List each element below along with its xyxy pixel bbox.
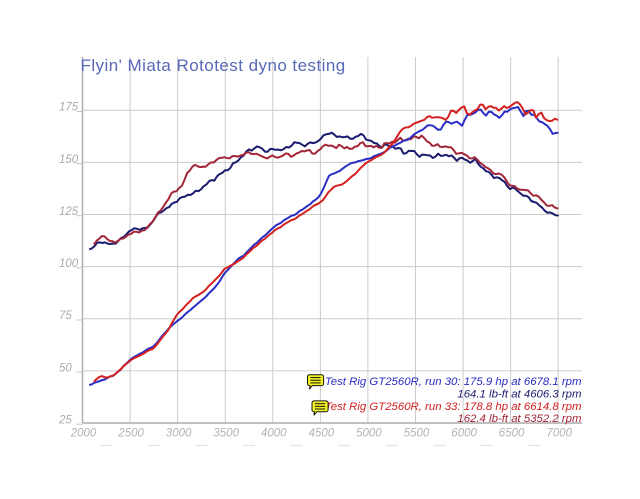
svg-text:164.1 lb-ft at 4606.3 rpm: 164.1 lb-ft at 4606.3 rpm xyxy=(457,389,581,401)
svg-text:6500: 6500 xyxy=(499,428,525,440)
svg-text:6000: 6000 xyxy=(451,428,477,440)
svg-text:3000: 3000 xyxy=(166,428,192,440)
svg-text:Flyin' Miata Rototest dyno tes: Flyin' Miata Rototest dyno testing xyxy=(81,56,346,75)
svg-text:5000: 5000 xyxy=(356,428,382,440)
svg-text:2000: 2000 xyxy=(70,428,97,440)
svg-text:25: 25 xyxy=(58,414,72,426)
svg-text:3500: 3500 xyxy=(213,428,239,440)
svg-text:4000: 4000 xyxy=(261,428,287,440)
svg-text:4500: 4500 xyxy=(309,428,335,440)
svg-text:150: 150 xyxy=(59,154,79,166)
svg-text:2500: 2500 xyxy=(117,428,144,440)
svg-text:75: 75 xyxy=(59,310,72,322)
svg-text:50: 50 xyxy=(59,362,72,374)
svg-text:5500: 5500 xyxy=(404,428,430,440)
svg-text:175: 175 xyxy=(59,102,79,114)
svg-text:7000: 7000 xyxy=(546,428,572,440)
svg-text:Test Rig GT2560R, run 30: 175.: Test Rig GT2560R, run 30: 175.9 hp at 66… xyxy=(325,376,582,388)
svg-text:100: 100 xyxy=(59,258,79,270)
svg-text:Test Rig GT2560R, run 33: 178.: Test Rig GT2560R, run 33: 178.8 hp at 66… xyxy=(325,401,582,413)
svg-text:162.4 lb-ft at 5352.2 rpm: 162.4 lb-ft at 5352.2 rpm xyxy=(457,413,581,425)
svg-text:125: 125 xyxy=(59,206,79,218)
